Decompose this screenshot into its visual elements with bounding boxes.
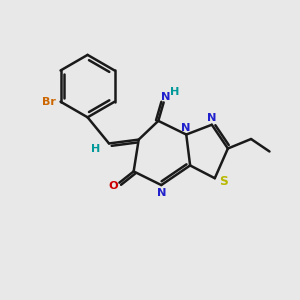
Text: N: N [157, 188, 166, 198]
Text: N: N [207, 113, 217, 123]
Text: N: N [181, 123, 190, 133]
Text: S: S [219, 175, 227, 188]
Text: O: O [108, 181, 118, 191]
Text: H: H [91, 144, 100, 154]
Text: H: H [170, 87, 180, 97]
Text: N: N [161, 92, 170, 101]
Text: Br: Br [42, 97, 56, 107]
